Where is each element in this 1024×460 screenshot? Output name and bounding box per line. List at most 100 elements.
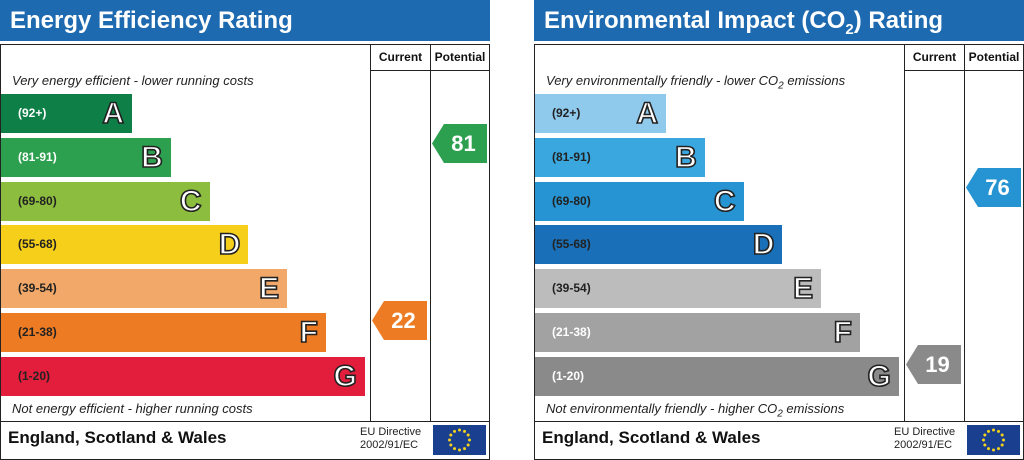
eu-star [992, 428, 995, 432]
eu-star [987, 447, 990, 451]
eu-directive-label: EU Directive 2002/91/EC [360, 426, 421, 452]
band-letter: D [752, 228, 775, 263]
eu-star [466, 443, 470, 447]
band-c: (69-80) C [535, 181, 744, 221]
band-range-label: (1-20) [18, 368, 51, 383]
region-label: England, Scotland & Wales [542, 428, 761, 447]
potential-rating-value: 81 [451, 130, 476, 156]
eu-star [458, 428, 461, 432]
eu-star [1002, 438, 1005, 442]
potential-arrow-shape [432, 123, 487, 163]
footer-divider [0, 421, 490, 422]
current-rating-value: 19 [925, 351, 950, 377]
bottom-note-end: emissions [782, 401, 845, 416]
band-g: (1-20) G [1, 356, 365, 396]
band-range-label: (92+) [18, 106, 47, 120]
title-main: Environmental Impact (CO [544, 7, 846, 34]
band-a: (92+) A [1, 94, 132, 133]
chart-title: Environmental Impact (CO2) Rating [534, 0, 1024, 41]
eu-star [448, 438, 451, 442]
current-column-divider [904, 44, 905, 422]
eu-directive-line2: 2002/91/EC [360, 439, 419, 451]
potential-rating-value: 76 [985, 174, 1010, 200]
potential-rating-indicator: 81 [432, 123, 487, 163]
band-letter: E [792, 271, 814, 306]
potential-column-divider [430, 44, 431, 422]
bottom-note-main: Not environmentally friendly - higher CO [546, 401, 778, 416]
potential-column-header: Potential [968, 50, 1020, 64]
top-note-subscript: 2 [778, 80, 784, 92]
potential-column-divider [964, 44, 965, 422]
band-f: (21-38) F [1, 313, 326, 352]
band-range-label: (81-91) [552, 149, 591, 164]
band-letter: G [333, 359, 358, 394]
eu-star [449, 433, 453, 437]
potential-rating-indicator: 76 [966, 167, 1021, 207]
band-range-label: (21-38) [18, 325, 57, 339]
top-note-end: emissions [783, 73, 846, 88]
eu-star [992, 448, 995, 452]
top-note: Very energy efficient - lower running co… [12, 73, 254, 88]
header-divider [370, 70, 490, 71]
band-c: (69-80) C [1, 181, 210, 221]
band-g: (1-20) G [535, 356, 899, 396]
band-range-label: (92+) [552, 106, 581, 120]
band-letter: B [140, 140, 163, 175]
band-letter: F [833, 315, 853, 350]
band-e: (39-54) E [535, 269, 822, 309]
eu-star [458, 448, 461, 452]
band-f: (21-38) F [535, 313, 860, 352]
band-letter: E [258, 271, 280, 306]
current-column-divider [370, 44, 371, 422]
footer-divider [534, 421, 1024, 422]
band-letter: A [102, 96, 125, 131]
current-arrow-shape [372, 301, 427, 340]
title-subscript: 2 [845, 20, 854, 38]
band-e: (39-54) E [1, 269, 288, 309]
band-range-label: (39-54) [552, 281, 591, 296]
band-letter: G [867, 359, 892, 394]
eu-star [1000, 443, 1004, 447]
current-column-header: Current [912, 50, 957, 64]
eu-directive-line2: 2002/91/EC [894, 439, 953, 451]
band-d: (55-68) D [535, 225, 783, 265]
band-letter: F [299, 315, 319, 350]
top-note-main: Very environmentally friendly - lower CO [546, 73, 779, 88]
eu-star [466, 433, 470, 437]
eu-star [468, 438, 471, 442]
energy-efficiency-panel: Energy Efficiency Rating Current Potenti… [0, 0, 490, 460]
eu-star [983, 443, 987, 447]
eu-star [1000, 433, 1004, 437]
eu-star [982, 438, 985, 442]
current-rating-value: 22 [391, 308, 416, 333]
band-letter: A [636, 96, 659, 131]
eu-star [983, 433, 987, 437]
current-arrow-shape [906, 344, 961, 384]
current-rating-indicator: 22 [372, 301, 427, 340]
potential-column-header: Potential [434, 50, 486, 64]
eu-star [453, 429, 456, 433]
band-letter: D [218, 228, 241, 263]
band-range-label: (55-68) [18, 237, 57, 252]
header-divider [904, 70, 1024, 71]
environmental-impact-panel: Environmental Impact (CO2) Rating Curren… [534, 0, 1024, 460]
top-note: Very environmentally friendly - lower CO… [546, 73, 845, 92]
eu-star [453, 447, 456, 451]
eu-directive-line1: EU Directive [894, 426, 956, 438]
eu-star [997, 429, 1000, 433]
current-column-header: Current [378, 50, 423, 64]
eu-flag-icon [433, 425, 486, 455]
title-end: ) Rating [853, 7, 944, 34]
band-letter: B [674, 140, 697, 175]
eu-flag-icon [967, 425, 1020, 455]
band-range-label: (69-80) [18, 193, 57, 208]
eu-star [463, 447, 466, 451]
bottom-note: Not environmentally friendly - higher CO… [546, 401, 844, 420]
eu-star [449, 443, 453, 447]
eu-star [987, 429, 990, 433]
band-range-label: (81-91) [18, 149, 57, 164]
band-letter: C [179, 184, 202, 219]
band-range-label: (1-20) [552, 368, 585, 383]
eu-star [463, 429, 466, 433]
band-b: (81-91) B [1, 137, 171, 177]
